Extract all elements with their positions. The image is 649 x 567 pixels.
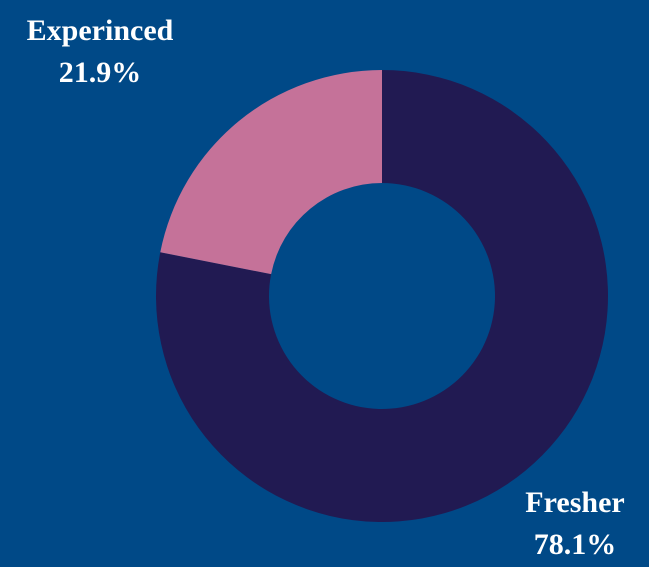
slice-name-fresher: Fresher	[525, 486, 625, 519]
slice-fresher	[156, 70, 608, 522]
slice-label-fresher: Fresher 78.1%	[505, 482, 645, 566]
slice-experinced	[160, 70, 382, 275]
slice-label-experienced: Experinced 21.9%	[0, 10, 200, 94]
slice-percent-experienced: 21.9%	[58, 56, 142, 89]
slice-name-experienced: Experinced	[26, 14, 174, 47]
slice-percent-fresher: 78.1%	[533, 528, 617, 561]
